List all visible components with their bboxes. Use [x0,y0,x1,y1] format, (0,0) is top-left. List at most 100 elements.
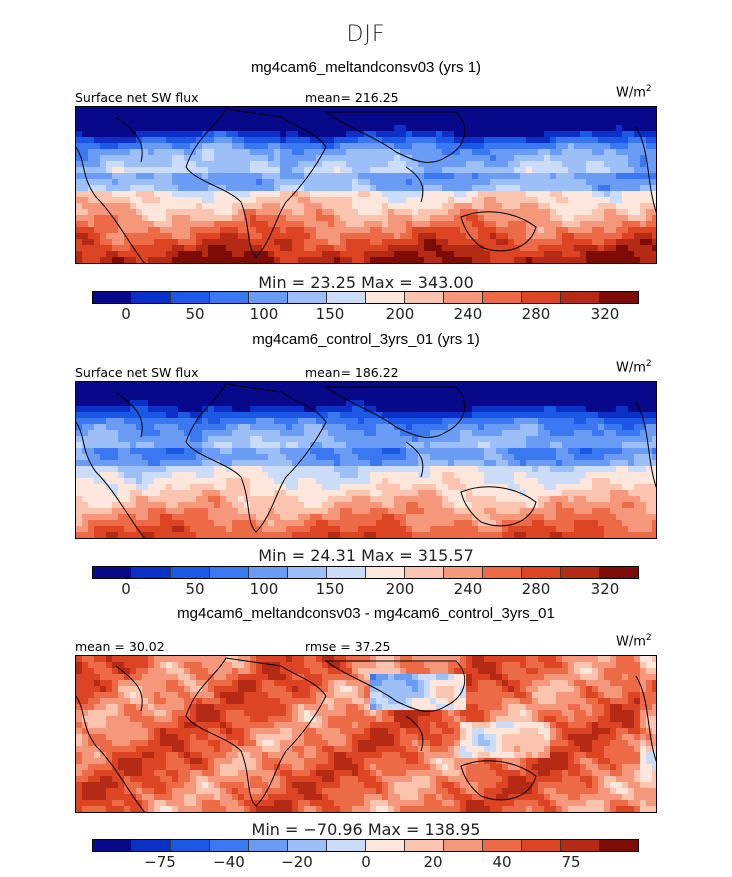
field-cell [262,107,269,114]
field-cell [394,442,401,449]
field-cell [238,119,245,126]
field-cell [592,155,599,162]
field-cell [358,149,365,156]
field-cell [514,191,521,198]
field-cell [262,209,269,216]
field-cell [496,179,503,186]
field-cell [652,167,656,174]
field-cell [580,185,587,192]
field-cell [556,257,563,263]
field-cell [316,227,323,234]
field-cell [394,484,401,491]
field-cell [334,454,341,461]
field-cell [646,382,653,389]
field-cell [352,233,359,240]
field-cell [316,508,323,515]
field-cell [364,185,371,192]
field-cell [490,251,497,258]
field-cell [508,227,515,234]
field-cell [220,179,227,186]
field-cell [460,448,467,455]
field-cell [568,412,575,419]
field-cell [226,400,233,407]
field-cell [112,478,119,485]
field-cell [148,478,155,485]
field-cell [244,185,251,192]
field-cell [214,209,221,216]
field-cell [496,107,503,114]
field-cell [250,131,257,138]
field-cell [340,203,347,210]
field-cell [352,137,359,144]
field-cell [514,484,521,491]
field-cell [376,203,383,210]
field-cell [346,418,353,425]
field-cell [76,125,83,132]
field-cell [184,167,191,174]
field-cell [94,508,101,515]
field-cell [82,520,89,527]
field-cell [172,520,179,527]
field-cell [544,382,551,389]
field-cell [550,496,557,503]
field-cell [586,430,593,437]
field-cell [106,418,113,425]
field-cell [460,191,467,198]
field-cell [304,203,311,210]
field-cell [136,514,143,521]
field-cell [430,143,437,150]
field-cell [136,418,143,425]
field-cell [388,454,395,461]
field-cell [442,215,449,222]
field-cell [226,454,233,461]
field-cell [394,245,401,252]
field-cell [154,131,161,138]
field-cell [226,161,233,168]
field-cell [388,239,395,246]
field-cell [160,406,167,413]
field-cell [280,185,287,192]
field-cell [82,137,89,144]
field-cell [574,125,581,132]
field-cell [496,418,503,425]
field-cell [616,400,623,407]
field-cell [208,436,215,443]
field-cell [424,490,431,497]
field-cell [490,113,497,120]
field-cell [490,388,497,395]
field-cell [616,119,623,126]
field-cell [652,143,656,150]
field-cell [202,466,209,473]
field-cell [88,478,95,485]
field-cell [130,107,137,114]
field-cell [364,466,371,473]
field-cell [532,508,539,515]
field-cell [226,466,233,473]
field-cell [388,125,395,132]
field-cell [364,478,371,485]
field-cell [208,388,215,395]
field-cell [526,424,533,431]
field-cell [82,466,89,473]
field-cell [364,484,371,491]
field-cell [298,203,305,210]
field-cell [340,191,347,198]
field-cell [148,406,155,413]
field-cell [100,233,107,240]
field-cell [106,197,113,204]
field-cell [238,149,245,156]
field-cell [502,442,509,449]
field-cell [574,484,581,491]
field-cell [568,257,575,263]
field-cell [616,496,623,503]
field-cell [394,137,401,144]
field-cell [514,167,521,174]
field-cell [238,203,245,210]
field-cell [580,227,587,234]
field-cell [82,460,89,467]
field-cell [466,478,473,485]
field-cell [460,514,467,521]
field-cell [430,257,437,263]
field-cell [592,454,599,461]
field-cell [166,185,173,192]
